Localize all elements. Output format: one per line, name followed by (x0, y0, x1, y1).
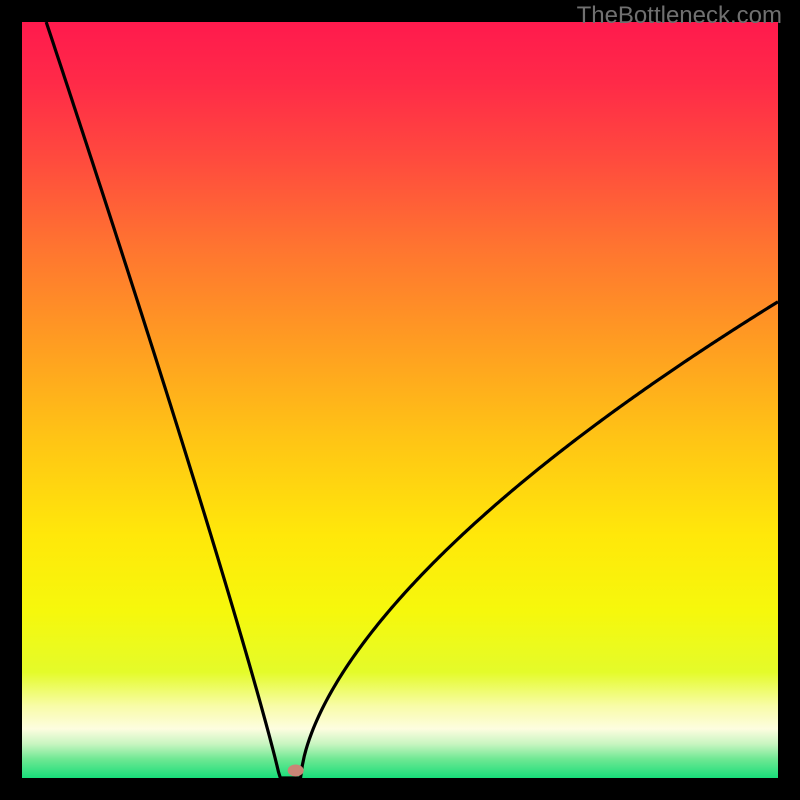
chart-frame: TheBottleneck.com (0, 0, 800, 800)
optimal-point-marker (288, 764, 304, 776)
chart-background-gradient (22, 22, 778, 778)
bottleneck-chart-svg (0, 0, 800, 800)
watermark-text: TheBottleneck.com (577, 2, 782, 30)
